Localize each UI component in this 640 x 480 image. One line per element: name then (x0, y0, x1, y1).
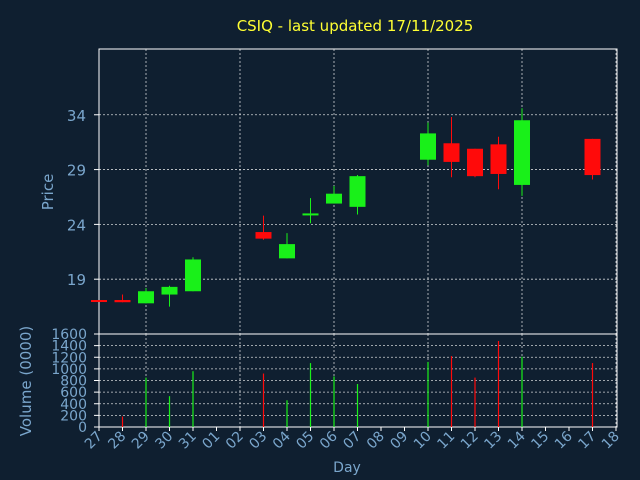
day-tick-label: 15 (528, 429, 552, 453)
day-tick-label: 29 (129, 429, 153, 453)
day-tick-label: 18 (599, 429, 623, 453)
candle-body-05 (302, 213, 319, 216)
price-axis-label: Price (39, 174, 57, 211)
volume-bars (121, 340, 594, 427)
price-tick-label: 29 (67, 162, 86, 180)
price-panel: 19 24 29 34 Price (39, 48, 618, 335)
price-y-ticks: 19 24 29 34 (67, 107, 99, 289)
candle-body-13 (490, 144, 507, 174)
volume-tick-label: 800 (60, 374, 87, 390)
volume-tick-label: 600 (60, 385, 87, 401)
day-tick-label: 05 (293, 429, 317, 453)
day-tick-label: 13 (481, 429, 505, 453)
day-tick-label: 10 (411, 429, 435, 453)
price-tick-label: 19 (67, 271, 86, 289)
price-tick-label: 34 (67, 107, 86, 125)
candles (91, 108, 601, 307)
candle-body-06 (326, 193, 342, 204)
candle-body-10 (420, 133, 436, 160)
day-tick-label: 08 (364, 429, 388, 453)
day-tick-label: 28 (105, 429, 129, 453)
day-tick-label: 01 (199, 429, 223, 453)
candle-body-29 (138, 291, 154, 304)
volume-tick-label: 1400 (51, 339, 87, 355)
candle-body-30 (161, 286, 178, 295)
price-grid (99, 49, 617, 334)
candle-body-17 (584, 138, 601, 176)
day-tick-label: 31 (176, 429, 200, 453)
candle-body-28 (114, 300, 131, 303)
day-tick-label: 09 (387, 429, 411, 453)
x-axis-label: Day (333, 460, 361, 476)
volume-tick-label: 1000 (51, 362, 87, 378)
candle-body-11 (443, 143, 460, 162)
candle-body-31 (185, 259, 201, 292)
candle-body-14 (514, 120, 530, 185)
day-x-ticks: 27 28 29 30 31 01 02 03 04 05 06 07 08 09 10 11 12 13 14 15… (82, 427, 623, 452)
candle-body-04 (279, 244, 295, 259)
volume-tick-label: 1200 (51, 350, 87, 366)
candle-body-03 (255, 232, 272, 239)
day-tick-label: 02 (223, 429, 247, 453)
price-tick-label: 24 (67, 216, 86, 234)
day-tick-label: 11 (434, 429, 458, 453)
day-tick-label: 04 (270, 428, 294, 452)
volume-tick-label: 400 (60, 397, 87, 413)
volume-tick-label: 1600 (51, 327, 87, 343)
day-tick-label: 30 (152, 429, 176, 453)
day-tick-label: 06 (317, 428, 341, 452)
volume-axis-label: Volume (0000) (17, 326, 35, 436)
day-tick-label: 16 (552, 428, 576, 452)
day-tick-label: 12 (458, 429, 482, 453)
candle-body-27 (91, 300, 107, 303)
candle-body-12 (467, 148, 483, 177)
day-tick-label: 07 (340, 429, 364, 453)
day-tick-label: 14 (505, 428, 529, 452)
volume-tick-label: 0 (78, 420, 87, 436)
day-tick-label: 17 (575, 429, 599, 453)
day-tick-label: 03 (246, 429, 270, 453)
volume-tick-label: 200 (60, 408, 87, 424)
chart-title: CSIQ - last updated 17/11/2025 (237, 17, 474, 35)
candle-body-07 (349, 176, 366, 207)
